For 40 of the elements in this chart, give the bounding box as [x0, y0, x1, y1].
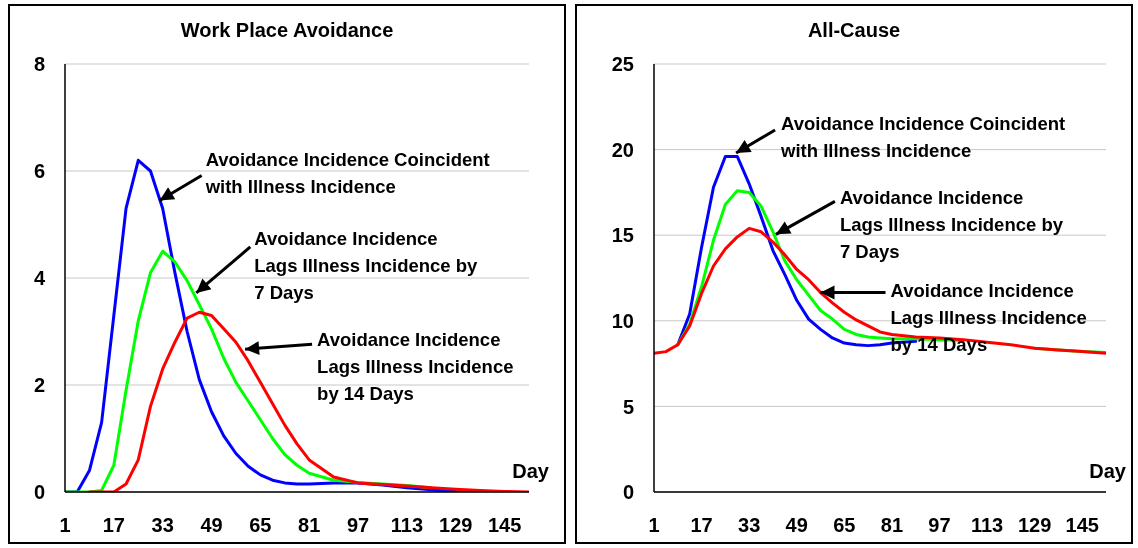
x-axis-title: Day [1089, 460, 1127, 482]
annotation: Avoidance Incidence Lags Illness Incidence by 7 Days [254, 227, 479, 303]
x-axis-title: Day [512, 460, 550, 482]
y-tick-label: 4 [33, 267, 46, 290]
x-tick-label: 33 [738, 514, 761, 537]
annotation: Avoidance Incidence Lags Illness Incidence by 7 Days [839, 187, 1064, 263]
x-tick-label: 17 [690, 514, 713, 537]
x-tick-label: 129 [1017, 514, 1052, 537]
x-tick-label: 81 [880, 514, 904, 537]
x-tick-label: 65 [833, 514, 856, 537]
x-tick-label: 1 [648, 514, 660, 537]
x-tick-label: 49 [200, 514, 223, 537]
x-tick-label: 65 [249, 514, 272, 537]
y-tick-label: 6 [33, 160, 45, 183]
x-tick-label: 145 [487, 514, 522, 537]
x-tick-label: 129 [439, 514, 473, 537]
y-tick-label: 8 [33, 53, 45, 76]
x-tick-label: 1 [59, 514, 71, 537]
y-tick-label: 25 [611, 53, 634, 76]
x-tick-label: 113 [970, 514, 1004, 537]
y-tick-label: 15 [611, 224, 634, 247]
y-tick-label: 5 [622, 395, 634, 418]
y-tick-label: 0 [622, 481, 634, 504]
x-tick-label: 113 [390, 514, 424, 537]
y-tick-label: 20 [611, 138, 634, 161]
annotation: Avoidance Incidence Coincident with Illness Incidence [780, 113, 1066, 162]
x-tick-label: 49 [785, 514, 808, 537]
x-tick-label: 81 [298, 514, 321, 537]
chart-title: Work Place Avoidance [180, 19, 394, 41]
y-tick-label: 10 [611, 309, 634, 332]
annotation: Avoidance Incidence Lags Illness Incidence by 14 Days [317, 329, 514, 405]
x-tick-label: 97 [928, 514, 951, 537]
x-tick-label: 17 [102, 514, 125, 537]
x-tick-label: 97 [346, 514, 370, 537]
x-tick-label: 145 [1065, 514, 1099, 537]
y-tick-label: 2 [33, 374, 45, 397]
chart-title: All-Cause [807, 19, 901, 41]
x-tick-label: 33 [151, 514, 174, 537]
annotation: Avoidance Incidence Coincident with Illness Incidence [204, 149, 490, 198]
y-tick-label: 0 [33, 481, 45, 504]
